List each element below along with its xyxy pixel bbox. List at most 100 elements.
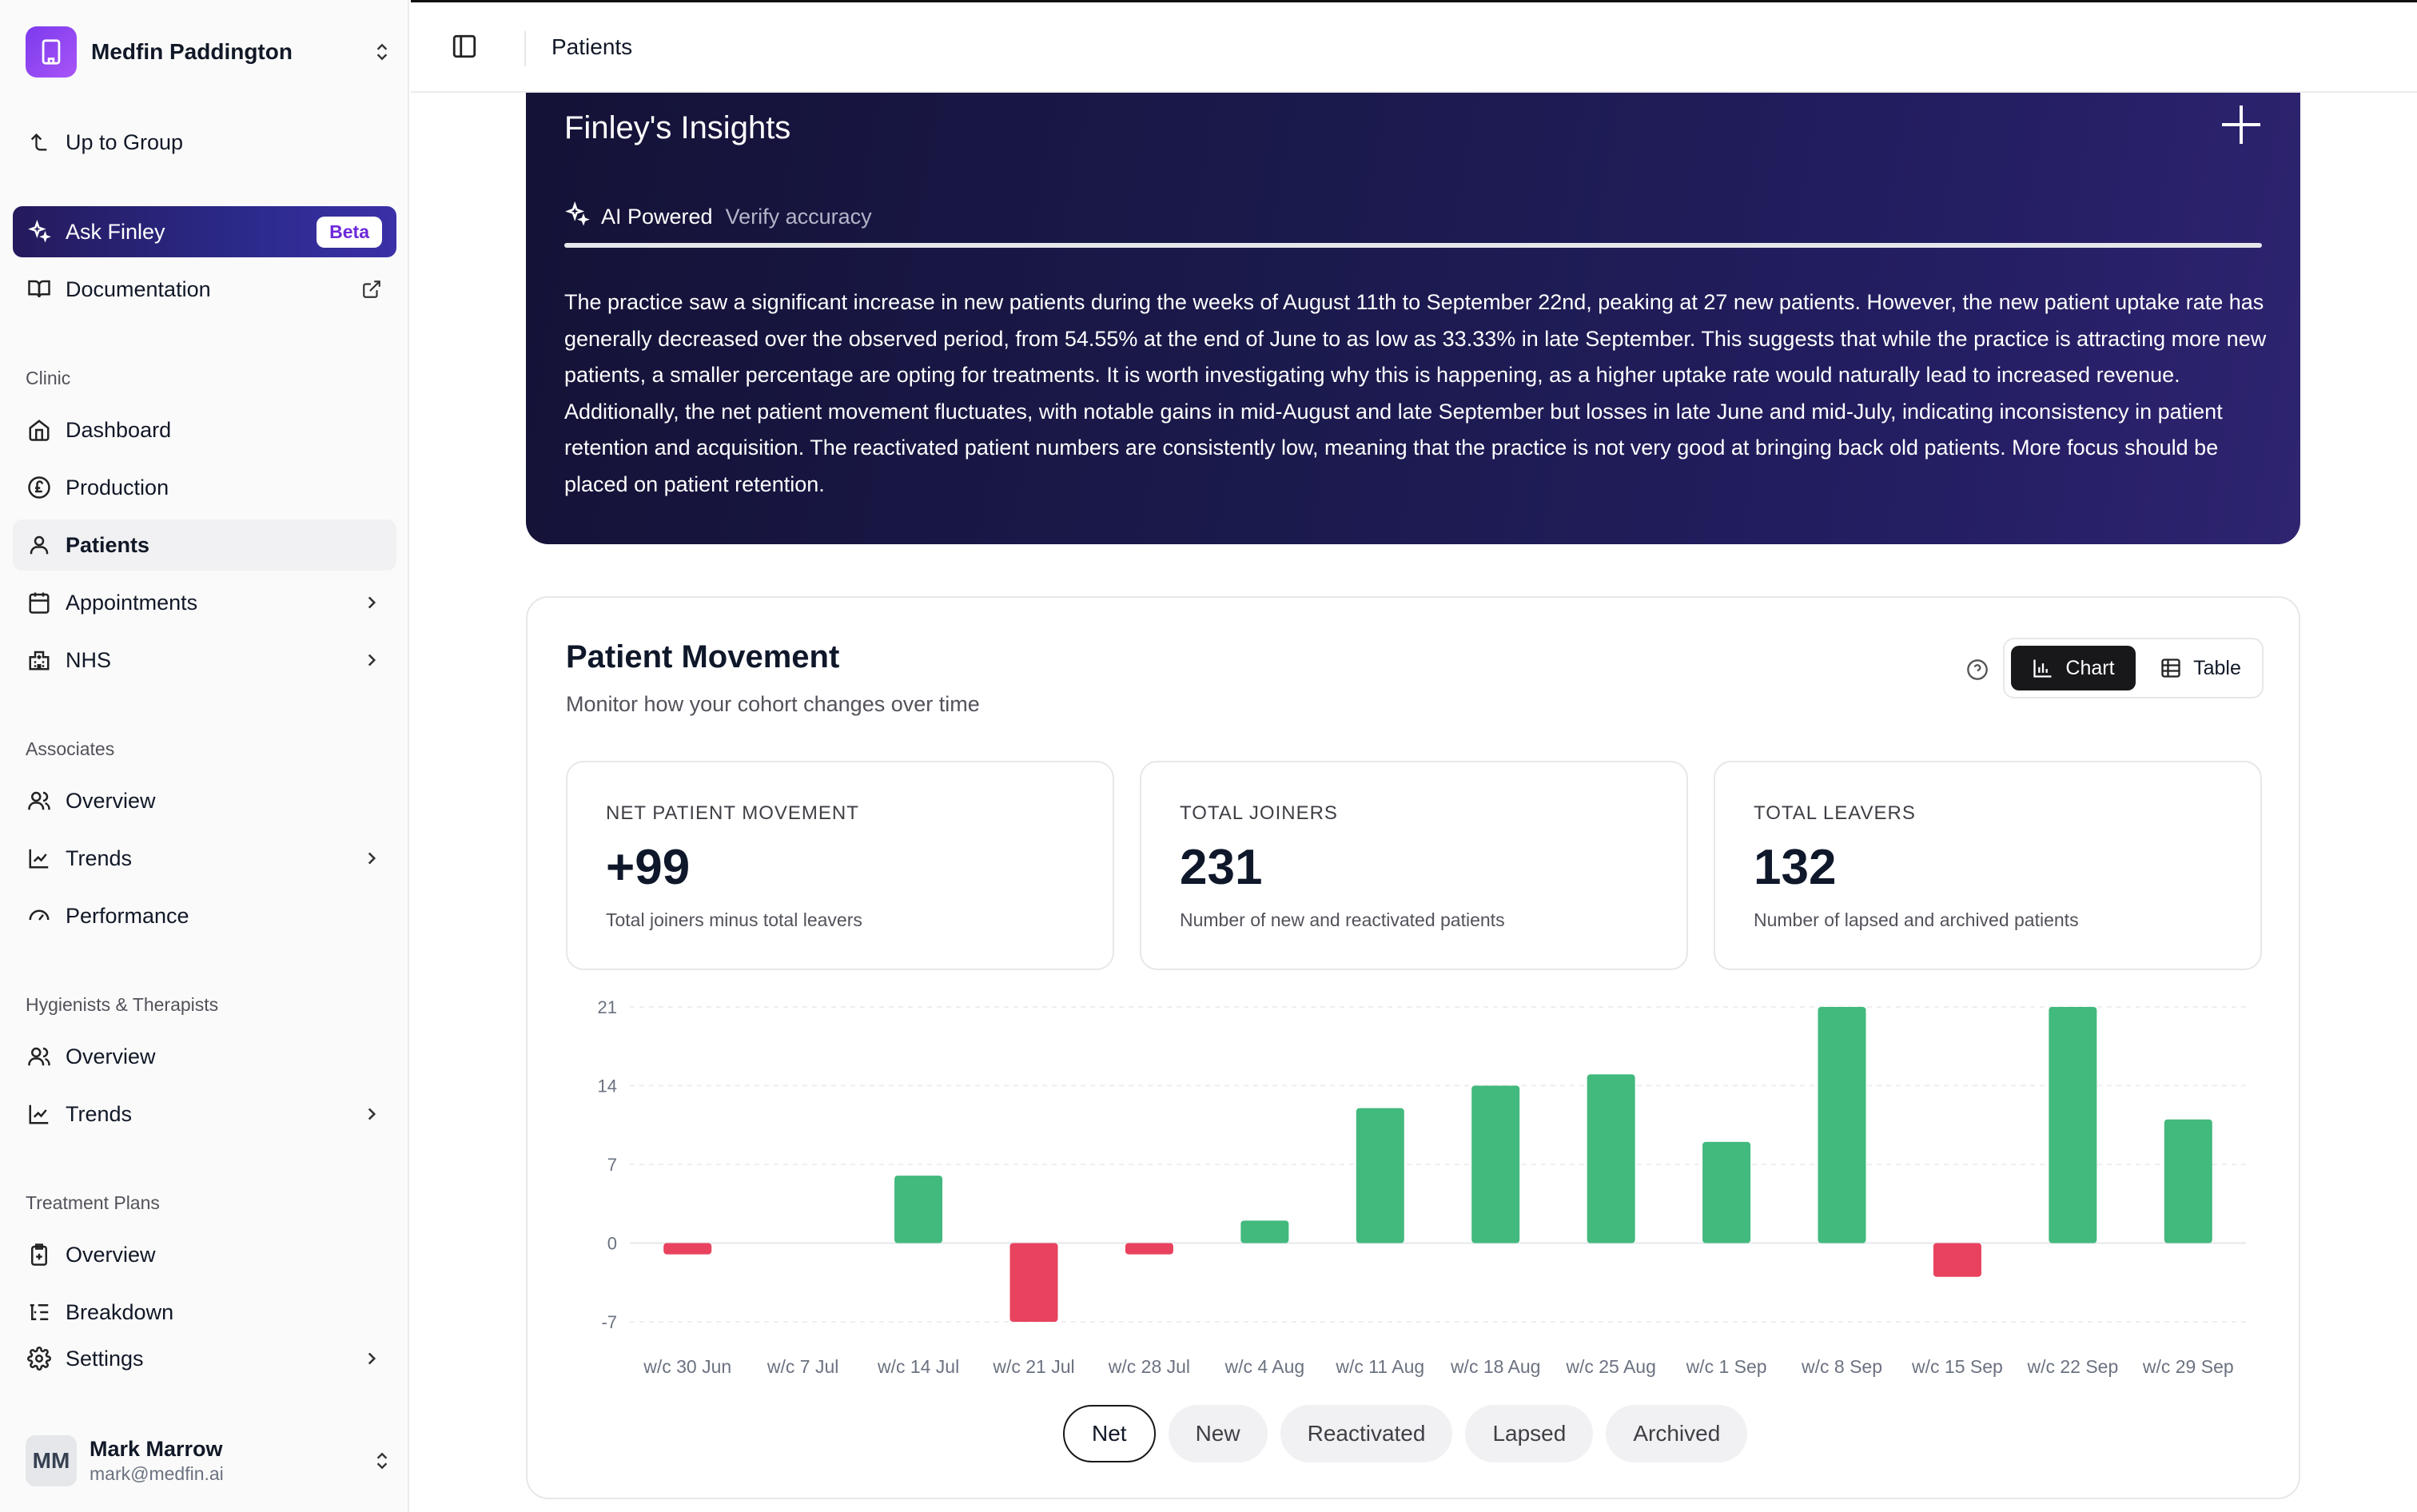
- sidebar-item-associates-trends[interactable]: Trends: [13, 833, 396, 884]
- sidebar-item-treatment-breakdown[interactable]: Breakdown: [13, 1287, 396, 1338]
- bar-chart-icon: [2033, 659, 2052, 678]
- sidebar-item-label: Dashboard: [66, 417, 172, 442]
- insights-title: Finley's Insights: [564, 110, 791, 145]
- ai-powered-label: AI Powered: [601, 205, 713, 229]
- sidebar-item-label: Appointments: [66, 590, 198, 615]
- stat-value: 132: [1754, 840, 1837, 895]
- chart-bar[interactable]: [663, 1243, 712, 1255]
- chart-bar[interactable]: [1125, 1243, 1173, 1255]
- sidebar-item-appointments[interactable]: Appointments: [13, 577, 396, 628]
- beta-badge: Beta: [317, 216, 382, 248]
- chart-bar[interactable]: [2164, 1119, 2212, 1243]
- user-email: mark@medfin.ai: [90, 1463, 224, 1484]
- table-view-button[interactable]: Table: [2140, 646, 2260, 690]
- stat-description: Number of new and reactivated patients: [1180, 909, 1505, 930]
- chart-bar[interactable]: [1702, 1141, 1751, 1243]
- stat-card-total-leavers: TOTAL LEAVERS 132 Number of lapsed and a…: [1714, 761, 2262, 970]
- section-label-treatment-plans: Treatment Plans: [26, 1192, 160, 1213]
- chart-view-button[interactable]: Chart: [2011, 646, 2136, 690]
- patient-movement-title: Patient Movement: [566, 639, 840, 674]
- page-title: Patients: [551, 34, 633, 59]
- users-icon: [26, 1043, 53, 1070]
- chevron-right-icon: [361, 1104, 382, 1124]
- filter-pill-net[interactable]: Net: [1063, 1405, 1156, 1462]
- filter-pill-lapsed[interactable]: Lapsed: [1465, 1405, 1594, 1462]
- chart-bar[interactable]: [1471, 1085, 1520, 1243]
- chart-bar[interactable]: [1009, 1243, 1058, 1323]
- sparkles-icon: [564, 201, 590, 233]
- x-tick-label: w/c 28 Jul: [1108, 1356, 1190, 1377]
- stat-label: NET PATIENT MOVEMENT: [606, 802, 859, 824]
- y-tick-label: 14: [598, 1076, 617, 1096]
- external-link-icon: [361, 279, 382, 300]
- users-icon: [26, 787, 53, 814]
- sidebar-item-hygienists-trends[interactable]: Trends: [13, 1088, 396, 1140]
- patient-movement-subtitle: Monitor how your cohort changes over tim…: [566, 692, 980, 716]
- verify-accuracy-label: Verify accuracy: [725, 205, 872, 229]
- chart-bar[interactable]: [1240, 1220, 1289, 1243]
- sidebar-item-hygienists-overview[interactable]: Overview: [13, 1031, 396, 1082]
- sidebar-item-nhs[interactable]: NHS: [13, 635, 396, 686]
- sidebar-item-production[interactable]: Production: [13, 462, 396, 513]
- gauge-icon: [26, 902, 53, 929]
- chart-bar[interactable]: [1587, 1074, 1635, 1243]
- help-circle-icon[interactable]: [1966, 659, 1989, 681]
- header-divider: [524, 31, 526, 66]
- user-menu[interactable]: MM Mark Marrow mark@medfin.ai: [26, 1430, 393, 1491]
- chevron-right-icon: [361, 650, 382, 670]
- up-to-group-label: Up to Group: [66, 129, 184, 154]
- corner-left-up-icon: [26, 129, 53, 156]
- sidebar-toggle-icon[interactable]: [451, 33, 480, 62]
- chart-bar[interactable]: [1818, 1007, 1866, 1243]
- x-tick-label: w/c 29 Sep: [2142, 1356, 2234, 1377]
- filter-pill-archived[interactable]: Archived: [1606, 1405, 1748, 1462]
- user-icon: [26, 531, 53, 559]
- line-chart-icon: [26, 1100, 53, 1128]
- y-tick-label: 7: [607, 1155, 617, 1175]
- filter-pill-new[interactable]: New: [1168, 1405, 1268, 1462]
- chart-view-label: Chart: [2065, 656, 2115, 679]
- org-switcher[interactable]: Medfin Paddington: [26, 26, 393, 78]
- view-toggle: Chart Table: [2003, 638, 2264, 698]
- patient-movement-card: Patient Movement Monitor how your cohort…: [526, 596, 2300, 1499]
- filter-pill-reactivated[interactable]: Reactivated: [1280, 1405, 1453, 1462]
- stat-label: TOTAL JOINERS: [1180, 802, 1338, 824]
- sidebar-item-label: Settings: [66, 1346, 144, 1371]
- x-tick-label: w/c 11 Aug: [1335, 1356, 1424, 1377]
- chevrons-up-down-icon: [371, 1445, 393, 1477]
- documentation-link[interactable]: Documentation: [13, 264, 396, 315]
- filter-pills: Net New Reactivated Lapsed Archived: [1063, 1405, 1760, 1462]
- sidebar-item-settings[interactable]: Settings: [13, 1333, 396, 1384]
- sidebar-item-label: Breakdown: [66, 1299, 174, 1324]
- sidebar-item-dashboard[interactable]: Dashboard: [13, 404, 396, 456]
- insights-progress-bar: [564, 243, 2262, 248]
- sidebar-item-associates-performance[interactable]: Performance: [13, 890, 396, 941]
- sidebar-item-patients[interactable]: Patients: [13, 519, 396, 571]
- ask-finley-button[interactable]: Ask Finley Beta: [13, 206, 396, 257]
- up-to-group-link[interactable]: Up to Group: [13, 117, 396, 168]
- chart-bar[interactable]: [1356, 1108, 1404, 1243]
- table-icon: [2161, 659, 2180, 678]
- x-tick-label: w/c 8 Sep: [1801, 1356, 1882, 1377]
- chart-bar[interactable]: [1933, 1243, 1981, 1277]
- stat-card-net-movement: NET PATIENT MOVEMENT +99 Total joiners m…: [566, 761, 1114, 970]
- sidebar-item-associates-overview[interactable]: Overview: [13, 775, 396, 826]
- chart-bar[interactable]: [894, 1176, 943, 1243]
- chart-bar[interactable]: [2049, 1007, 2097, 1243]
- chevron-right-icon: [361, 848, 382, 869]
- sidebar-item-label: Patients: [66, 532, 150, 557]
- x-tick-label: w/c 21 Jul: [992, 1356, 1074, 1377]
- stat-label: TOTAL LEAVERS: [1754, 802, 1916, 824]
- stat-description: Number of lapsed and archived patients: [1754, 909, 2079, 930]
- sidebar-item-label: Trends: [66, 846, 133, 870]
- plus-icon[interactable]: [2219, 102, 2264, 147]
- section-label-clinic: Clinic: [26, 368, 71, 388]
- table-view-label: Table: [2193, 656, 2241, 679]
- stat-value: 231: [1180, 840, 1263, 895]
- ask-finley-label: Ask Finley: [66, 219, 165, 244]
- pound-circle-icon: [26, 474, 53, 501]
- x-tick-label: w/c 7 Jul: [767, 1356, 838, 1377]
- sidebar-item-treatment-overview[interactable]: Overview: [13, 1229, 396, 1280]
- sidebar-item-label: Trends: [66, 1101, 133, 1126]
- x-tick-label: w/c 14 Jul: [877, 1356, 959, 1377]
